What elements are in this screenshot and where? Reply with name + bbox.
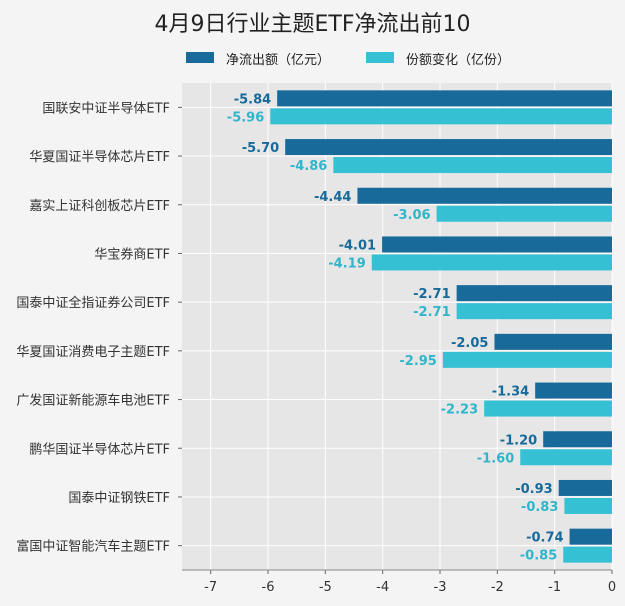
bar-net-outflow: [558, 479, 612, 496]
x-tick-label: -6: [262, 580, 275, 595]
data-label-net-outflow: -1.34: [492, 385, 529, 400]
data-label-share-change: -0.83: [521, 500, 558, 515]
bar-share-change: [333, 157, 612, 174]
x-tick-label: -2: [491, 580, 504, 595]
data-label-share-change: -4.86: [290, 159, 327, 174]
bar-net-outflow: [543, 431, 612, 448]
bar-net-outflow: [382, 236, 612, 253]
bar-share-change: [456, 303, 612, 320]
x-tick-label: -7: [204, 580, 217, 595]
data-label-share-change: -5.96: [227, 110, 264, 125]
data-label-net-outflow: -5.84: [234, 92, 271, 107]
data-label-net-outflow: -0.74: [526, 531, 563, 546]
bar-net-outflow: [357, 187, 612, 204]
bar-share-change: [270, 108, 612, 125]
bar-net-outflow: [494, 333, 612, 350]
bar-net-outflow: [277, 90, 612, 107]
data-label-share-change: -2.23: [441, 403, 478, 418]
legend-label-share-change: 份额变化（亿份）: [406, 53, 511, 68]
data-label-share-change: -4.19: [328, 256, 365, 271]
y-category-label: 华夏国证半导体芯片ETF: [29, 150, 170, 165]
bar-net-outflow: [569, 528, 612, 545]
data-label-net-outflow: -1.20: [500, 433, 537, 448]
data-label-share-change: -1.60: [477, 451, 514, 466]
bar-share-change: [484, 400, 612, 417]
chart-title: 4月9日行业主题ETF净流出前10: [154, 12, 471, 37]
x-tick-label: -5: [319, 580, 332, 595]
y-category-label: 国泰中证钢铁ETF: [68, 491, 170, 506]
y-category-label: 嘉实上证科创板芯片ETF: [29, 199, 170, 214]
data-label-net-outflow: -5.70: [242, 141, 279, 156]
legend-label-net-outflow: 净流出额（亿元）: [226, 53, 331, 68]
bar-share-change: [563, 546, 612, 563]
data-label-net-outflow: -4.44: [314, 190, 351, 205]
data-label-net-outflow: -0.93: [515, 482, 552, 497]
y-category-label: 华宝券商ETF: [94, 246, 170, 262]
legend-swatch-share-change: [366, 52, 394, 63]
y-category-label: 广发国证新能源车电池ETF: [16, 393, 170, 409]
bar-net-outflow: [285, 139, 612, 156]
bar-net-outflow: [535, 382, 612, 399]
data-label-net-outflow: -4.01: [339, 238, 376, 253]
x-tick-label: 0: [608, 580, 616, 595]
data-label-share-change: -2.71: [413, 305, 450, 320]
data-label-share-change: -0.85: [520, 549, 557, 564]
x-tick-label: -3: [434, 580, 447, 595]
data-label-share-change: -3.06: [393, 208, 430, 223]
bar-net-outflow: [456, 285, 612, 302]
y-category-label: 鹏华国证半导体芯片ETF: [29, 442, 170, 457]
y-category-label: 富国中证智能汽车主题ETF: [16, 539, 170, 555]
bar-share-change: [520, 449, 612, 466]
y-category-label: 国联安中证半导体ETF: [42, 101, 170, 116]
legend-swatch-net-outflow: [186, 52, 214, 63]
y-category-label: 国泰中证全指证券公司ETF: [16, 295, 170, 311]
bar-share-change: [442, 351, 612, 368]
x-tick-label: -4: [376, 580, 389, 595]
x-tick-label: -1: [548, 580, 561, 595]
bar-share-change: [436, 205, 612, 222]
bar-share-change: [564, 497, 612, 514]
bar-share-change: [371, 254, 612, 271]
data-label-share-change: -2.95: [399, 354, 436, 369]
data-label-net-outflow: -2.71: [413, 287, 450, 302]
y-category-label: 华夏国证消费电子主题ETF: [16, 345, 170, 360]
data-label-net-outflow: -2.05: [451, 336, 488, 351]
